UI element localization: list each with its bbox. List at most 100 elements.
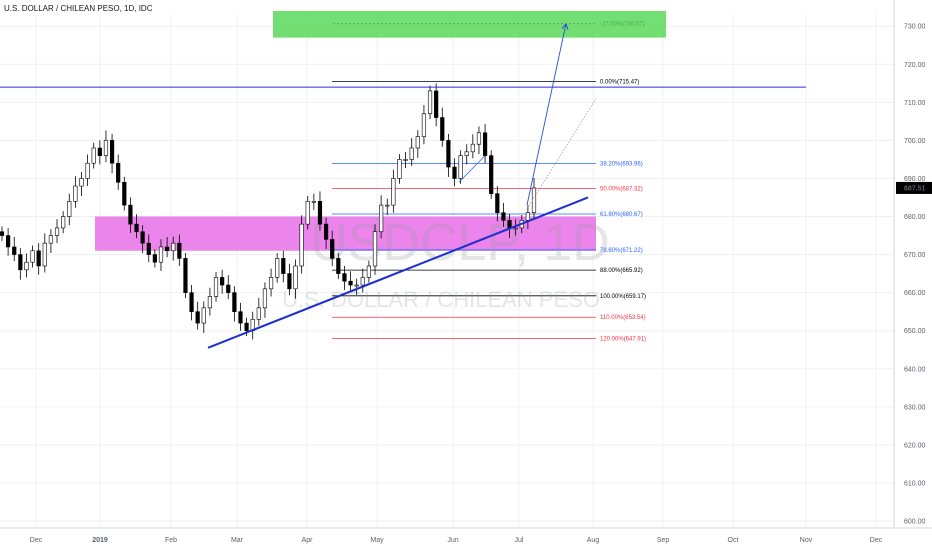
chart-title: U.S. DOLLAR / CHILEAN PESO, 1D, IDC: [4, 4, 153, 13]
candle-down: [446, 140, 451, 168]
candle-down: [195, 311, 200, 324]
candle-up: [464, 151, 469, 156]
candle-down: [336, 258, 341, 274]
candle-down: [495, 193, 500, 214]
price-tick-label: 720.00: [904, 62, 926, 69]
candle-down: [165, 246, 170, 252]
candle-up: [171, 242, 176, 252]
current-price-tag: [896, 181, 932, 194]
time-tick-label: Apr: [302, 537, 314, 544]
dotted-projection: [526, 98, 597, 210]
candle-down: [6, 235, 11, 248]
candle-up: [24, 261, 29, 271]
minor-trendline: [458, 155, 486, 183]
price-tick-label: 660.00: [904, 290, 926, 297]
fib-label: 100.00%(659.17): [600, 294, 646, 300]
candle-down: [177, 242, 182, 259]
candle-down: [440, 117, 445, 141]
candle-down: [18, 254, 23, 271]
candle-up: [201, 307, 206, 324]
candle-up: [158, 246, 164, 263]
candle-down: [501, 212, 506, 221]
time-tick-label: Dec: [30, 537, 43, 544]
candle-down: [12, 246, 17, 255]
watermark-symbol: USDCLP, 1D: [310, 214, 610, 272]
candle-down: [244, 322, 249, 332]
candle-down: [507, 220, 512, 229]
candle-down: [342, 273, 347, 282]
candle-down: [109, 140, 115, 164]
time-tick-label: Feb: [165, 537, 177, 544]
price-tick-label: 640.00: [904, 366, 926, 373]
candle-down: [238, 311, 243, 324]
target-zone: [273, 10, 666, 38]
candle-up: [391, 178, 396, 206]
candle-up: [275, 258, 280, 278]
fib-label: 38.20%(693.96): [600, 161, 643, 167]
candle-down: [116, 162, 121, 183]
candle-down: [434, 90, 439, 118]
candle-up: [360, 277, 365, 286]
fib-label: -27.00%(730.67): [600, 22, 645, 28]
time-tick-label: Dec: [870, 537, 883, 544]
candle-up: [85, 162, 90, 179]
candle-up: [354, 284, 359, 287]
fib-label: 50.00%(687.32): [600, 187, 643, 193]
candle-up: [525, 212, 530, 221]
candle-up: [299, 223, 304, 267]
price-tick-label: 690.00: [904, 176, 926, 183]
candle-down: [220, 277, 225, 286]
arrow-head-icon: [561, 23, 569, 30]
candle-down: [122, 181, 127, 206]
price-tick-label: 610.00: [904, 480, 926, 487]
candles: [0, 83, 537, 340]
candle-down: [348, 280, 353, 286]
candle-down: [134, 223, 139, 233]
candle-up: [366, 265, 371, 278]
candle-up: [397, 159, 402, 179]
candle-up: [67, 200, 72, 217]
candle-up: [79, 178, 84, 187]
time-tick-label: Sep: [657, 537, 670, 544]
projection-arrow: [526, 23, 567, 206]
time-tick-label: Mar: [231, 537, 244, 544]
price-tick-label: 710.00: [904, 100, 926, 107]
price-tick-label: 620.00: [904, 442, 926, 449]
fib-levels: -27.00%(730.67) 0.00%(715.47) 38.20%(693.9…: [332, 22, 646, 343]
candle-up: [513, 227, 518, 230]
plot-background: [0, 0, 894, 528]
candle-down: [97, 147, 102, 156]
candle-down: [146, 242, 151, 255]
time-tick-label: May: [370, 537, 384, 544]
price-tick-label: 650.00: [904, 328, 926, 335]
candle-up: [103, 140, 109, 156]
price-tick-label: 630.00: [904, 404, 926, 411]
candle-up: [409, 147, 414, 160]
current-price-label: 687.51: [904, 185, 926, 192]
candle-up: [458, 155, 463, 179]
candle-down: [323, 223, 329, 240]
candle-up: [470, 143, 475, 153]
price-tick-label: 680.00: [904, 214, 926, 221]
candle-down: [128, 204, 133, 225]
price-tick-label: 670.00: [904, 252, 926, 259]
candle-up: [305, 200, 310, 225]
price-tick-label: 730.00: [904, 24, 926, 31]
candle-down: [0, 231, 5, 236]
candle-up: [213, 277, 219, 297]
fib-label: 110.00%(653.54): [600, 315, 646, 321]
candle-up: [262, 288, 268, 309]
candle-up: [293, 265, 298, 290]
candle-down: [189, 292, 194, 312]
candle-up: [379, 204, 384, 233]
candle-up: [30, 250, 35, 263]
fib-label: 0.00%(715.47): [600, 80, 639, 86]
candle-up: [256, 307, 261, 320]
candle-up: [372, 231, 378, 267]
candle-up: [421, 113, 427, 137]
candle-down: [489, 155, 494, 194]
candle-up: [403, 159, 408, 161]
candle-down: [330, 239, 335, 259]
fib-label: 78.60%(671.22): [600, 248, 643, 254]
